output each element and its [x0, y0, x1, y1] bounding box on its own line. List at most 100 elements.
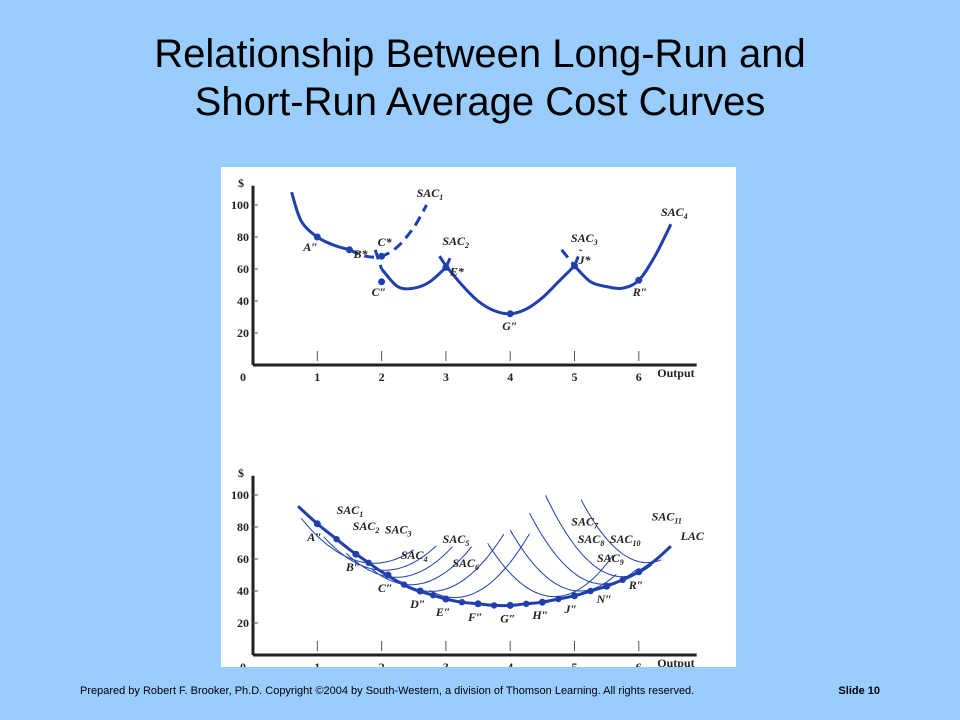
bottom-tangency-point: [555, 595, 562, 603]
bottom-tangency-point: [490, 602, 498, 609]
bottom-y-tick-label: 20: [237, 616, 249, 630]
bottom-point: [603, 582, 611, 590]
bottom-point: [442, 595, 450, 603]
top-y-tick-label: 100: [231, 198, 249, 212]
bottom-label-lac: LAC: [680, 529, 705, 543]
bottom-x-tick-label: 5: [572, 660, 578, 667]
bottom-curve-sac11: [580, 499, 662, 564]
top-y-tick-label: 80: [237, 230, 249, 244]
top-label-sac1: SAC1: [417, 186, 444, 202]
bottom-point-label: G″: [500, 611, 515, 625]
bottom-x-tick-label: 2: [379, 660, 385, 667]
bottom-label-sac2: SAC2: [353, 519, 380, 535]
bottom-point-label: N″: [596, 592, 612, 606]
bottom-tangency-point: [523, 600, 530, 607]
top-curve-sac1: [290, 191, 350, 252]
bottom-label-sac4: SAC4: [401, 548, 428, 564]
top-x-tick-label: 6: [636, 370, 642, 384]
top-point-label: C″: [372, 285, 387, 299]
slide-title: Relationship Between Long-Run and Short-…: [0, 30, 960, 126]
top-curve-sac2-dashed-left: [373, 249, 384, 270]
top-point-label: E*: [449, 264, 465, 278]
bottom-curve-sac3: [345, 546, 453, 578]
title-line-2: Short-Run Average Cost Curves: [194, 80, 766, 124]
bottom-point-label: E″: [435, 605, 451, 619]
bottom-label-sac5: SAC5: [443, 532, 470, 548]
bottom-point: [416, 587, 424, 595]
bottom-label-sac1: SAC1: [337, 503, 364, 519]
top-point: [442, 263, 450, 271]
top-point-label: R″: [632, 285, 648, 299]
top-x-axis-title: Output: [657, 366, 694, 380]
top-point: [378, 252, 386, 260]
top-label-sac4: SAC4: [661, 205, 688, 221]
top-point-label: A″: [302, 240, 318, 254]
top-point: [378, 278, 386, 286]
bottom-curve-sac8: [509, 529, 617, 592]
top-y-tick-label: 40: [237, 294, 249, 308]
top-x-tick-label: 0: [240, 370, 246, 384]
bottom-label-sac10: SAC10: [610, 532, 641, 548]
footer-copyright: Prepared by Robert F. Brooker, Ph.D. Cop…: [80, 685, 695, 697]
bottom-point-label: H″: [531, 608, 548, 622]
bottom-tangency-point: [587, 587, 594, 595]
bottom-point: [571, 592, 578, 600]
bottom-x-tick-label: 6: [636, 660, 642, 667]
bottom-point-label: R″: [628, 578, 644, 592]
top-x-tick-label: 3: [443, 370, 449, 384]
bottom-x-tick-label: 1: [314, 660, 320, 667]
top-x-tick-label: 1: [314, 370, 320, 384]
bottom-tangency-point: [619, 576, 626, 583]
bottom-curve-sac1: [300, 517, 414, 564]
bottom-point: [635, 568, 643, 576]
bottom-tangency-point: [400, 581, 408, 588]
top-label-sac3: SAC3: [571, 231, 598, 247]
bottom-point-label: A″: [306, 530, 322, 544]
top-y-axis-title: $: [238, 176, 244, 190]
bottom-tangency-point: [365, 559, 372, 567]
top-point: [313, 233, 321, 241]
top-curve-sac2: [380, 266, 447, 291]
bottom-point: [384, 571, 392, 579]
bottom-label-sac3: SAC3: [385, 522, 412, 538]
bottom-label-sac9: SAC9: [597, 551, 624, 567]
bottom-point-label: J″: [564, 602, 578, 616]
top-point-label: G″: [502, 319, 517, 333]
bottom-x-axis-title: Output: [657, 656, 694, 667]
top-point: [571, 262, 578, 270]
slide-number: Slide 10: [838, 685, 880, 697]
top-y-tick-label: 60: [237, 262, 249, 276]
bottom-y-axis-title: $: [238, 466, 244, 480]
bottom-point-label: B″: [345, 560, 361, 574]
bottom-point: [313, 520, 321, 528]
top-curve-sac4: [573, 223, 673, 291]
top-y-tick-label: 20: [237, 326, 249, 340]
bottom-point-label: D″: [409, 597, 425, 611]
top-curve-sac3-dashed-left: [438, 255, 448, 267]
top-x-tick-label: 2: [379, 370, 385, 384]
top-point: [345, 246, 353, 254]
top-point: [506, 310, 514, 318]
bottom-point: [538, 598, 546, 606]
bottom-point: [474, 600, 482, 608]
top-point-label: B*: [352, 247, 368, 261]
bottom-label-sac7: SAC7: [571, 514, 599, 530]
top-point-label: C*: [378, 235, 393, 249]
chart-figure: 20 40 60 80 100 0 1 2 3 4 5 6 $ Output SAC1 SAC2 SAC3 SAC…: [221, 167, 736, 667]
bottom-point-label: C″: [378, 581, 393, 595]
bottom-y-tick-label: 100: [231, 488, 249, 502]
bottom-y-tick-label: 60: [237, 552, 249, 566]
bottom-y-tick-label: 40: [237, 584, 249, 598]
bottom-y-tick-label: 80: [237, 520, 249, 534]
bottom-label-sac8: SAC8: [578, 532, 605, 548]
title-line-1: Relationship Between Long-Run and: [154, 32, 806, 76]
top-point-label: J*: [578, 253, 592, 267]
bottom-curve-sac7: [487, 543, 614, 598]
top-point: [635, 276, 643, 284]
bottom-tangency-point: [333, 535, 340, 543]
bottom-x-tick-label: 3: [443, 660, 449, 667]
bottom-point: [506, 601, 514, 609]
bottom-point-label: F″: [467, 610, 483, 624]
bottom-x-tick-label: 4: [507, 660, 513, 667]
